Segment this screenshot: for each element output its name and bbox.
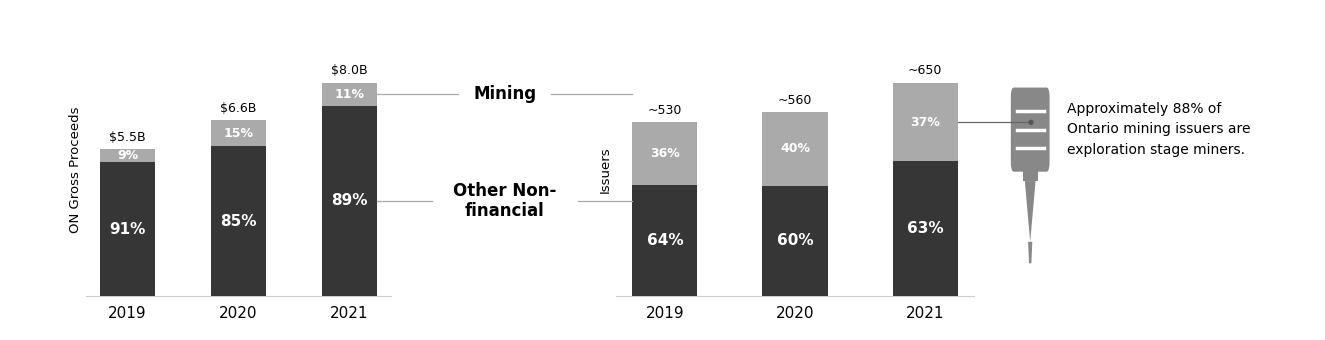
Bar [893, 83, 958, 162]
FancyBboxPatch shape [1011, 88, 1049, 172]
Bar [99, 163, 155, 296]
Text: Mining: Mining [473, 85, 537, 103]
Text: 89%: 89% [331, 193, 367, 208]
Text: ~530: ~530 [648, 104, 682, 117]
Polygon shape [1028, 242, 1032, 263]
Text: 91%: 91% [110, 222, 146, 237]
Y-axis label: ON Gross Proceeds: ON Gross Proceeds [69, 107, 82, 233]
Text: $6.6B: $6.6B [220, 102, 257, 115]
Text: 85%: 85% [220, 214, 257, 228]
Bar [322, 106, 378, 296]
Text: $8.0B: $8.0B [331, 64, 367, 77]
Text: 37%: 37% [910, 116, 939, 129]
Text: 40%: 40% [780, 142, 810, 155]
Bar [762, 186, 828, 296]
Text: 63%: 63% [906, 221, 943, 236]
Text: 11%: 11% [334, 88, 364, 101]
Bar [762, 112, 828, 186]
Bar [99, 149, 155, 163]
Text: ~560: ~560 [778, 94, 812, 107]
Text: 60%: 60% [776, 233, 814, 248]
Text: ●: ● [1027, 119, 1034, 125]
Text: ~650: ~650 [908, 64, 942, 77]
Y-axis label: Issuers: Issuers [599, 147, 612, 193]
Text: 15%: 15% [224, 126, 253, 140]
Text: $5.5B: $5.5B [110, 131, 146, 144]
Bar [632, 122, 697, 185]
Text: Other Non-
financial: Other Non- financial [453, 182, 556, 220]
Bar [211, 120, 266, 146]
Bar [893, 162, 958, 296]
Bar [632, 185, 697, 296]
FancyBboxPatch shape [1023, 158, 1037, 181]
Bar [322, 83, 378, 106]
Text: 36%: 36% [651, 147, 680, 160]
Text: Approximately 88% of
Ontario mining issuers are
exploration stage miners.: Approximately 88% of Ontario mining issu… [1067, 102, 1249, 157]
Bar [211, 146, 266, 296]
Polygon shape [1024, 181, 1036, 242]
Text: 9%: 9% [117, 149, 138, 162]
Text: 64%: 64% [647, 233, 684, 248]
